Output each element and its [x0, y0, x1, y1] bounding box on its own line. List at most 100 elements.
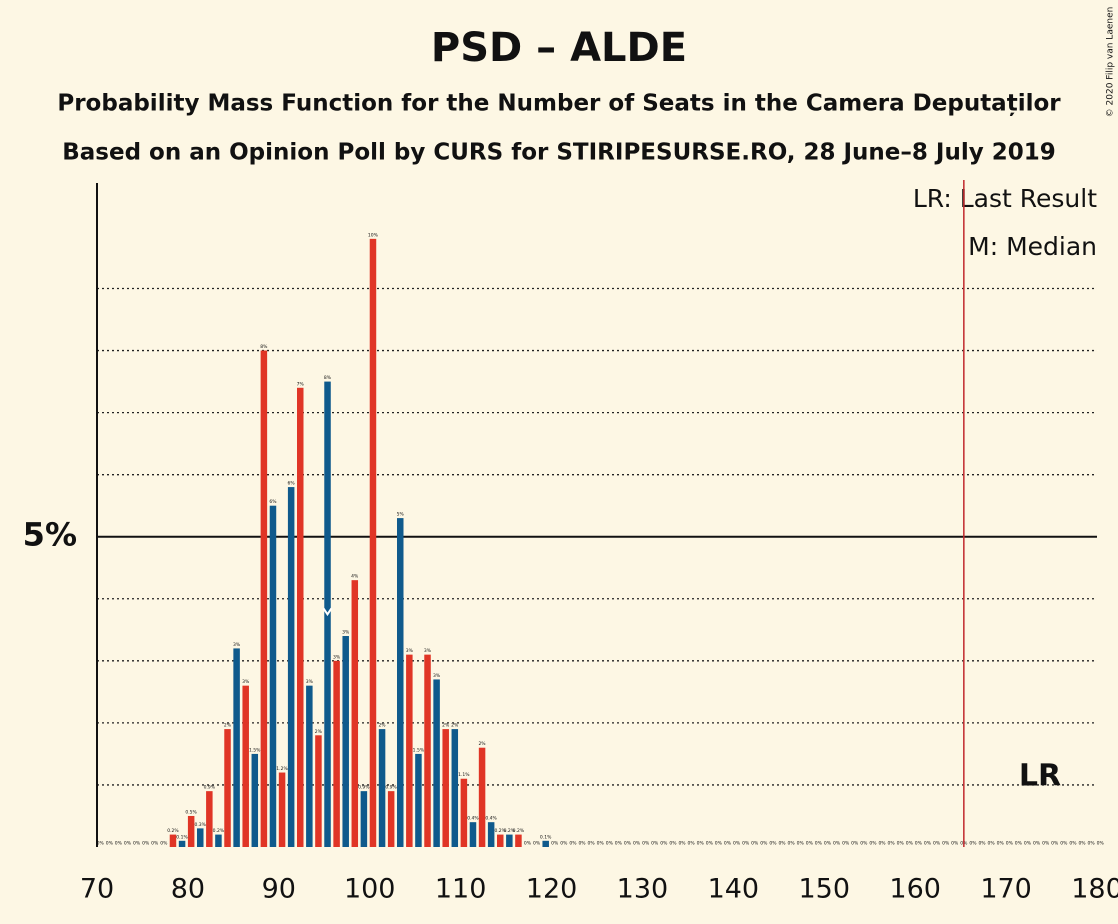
value-label: 0%	[824, 841, 832, 847]
chart-subtitle: Probability Mass Function for the Number…	[57, 91, 1061, 117]
bar	[351, 580, 359, 847]
value-label: 0%	[751, 841, 759, 847]
bar	[178, 840, 186, 847]
value-label: 0%	[669, 841, 677, 847]
x-tick-label: 130	[617, 874, 669, 905]
bar	[315, 735, 322, 847]
bar	[269, 505, 277, 847]
value-label: 0%	[815, 841, 823, 847]
value-label: 0%	[1060, 841, 1068, 847]
value-label: 0%	[778, 841, 786, 847]
value-label: 0%	[760, 841, 768, 847]
bar	[306, 685, 313, 847]
bar	[542, 840, 549, 847]
bar	[487, 822, 495, 847]
bar	[360, 791, 368, 847]
value-label: 0%	[1042, 841, 1050, 847]
bar	[333, 660, 340, 847]
bar	[424, 654, 431, 847]
value-label: 0%	[560, 841, 568, 847]
value-label: 0%	[160, 841, 168, 847]
bar	[169, 834, 177, 847]
x-tick-label: 70	[80, 874, 114, 905]
value-label: 0%	[124, 841, 132, 847]
value-label: 3%	[406, 648, 414, 654]
bar	[251, 753, 259, 847]
value-label: 3%	[424, 648, 432, 654]
value-label: 0%	[706, 841, 714, 847]
last-result-label: LR	[1019, 759, 1061, 794]
chart-title: PSD – ALDE	[431, 25, 687, 71]
value-label: 0%	[806, 841, 814, 847]
value-label: 0%	[97, 841, 105, 847]
value-label: 0%	[1015, 841, 1023, 847]
value-label: 0%	[551, 841, 559, 847]
x-tick-label: 120	[526, 874, 578, 905]
value-label: 0%	[978, 841, 986, 847]
value-label: 0%	[878, 841, 886, 847]
value-label: 3%	[233, 642, 241, 648]
value-label: 0%	[651, 841, 659, 847]
chart-subtitle: Based on an Opinion Poll by CURS for STI…	[62, 140, 1056, 166]
value-label: 0%	[1097, 841, 1105, 847]
value-label: 0%	[133, 841, 141, 847]
value-label: 3%	[333, 654, 341, 660]
bar	[506, 834, 513, 847]
value-label: 0%	[715, 841, 723, 847]
legend-entry: M: Median	[968, 232, 1097, 261]
value-label: 0%	[524, 841, 532, 847]
bar	[515, 834, 522, 847]
value-label: 0%	[969, 841, 977, 847]
bar	[442, 729, 449, 847]
value-label: 2%	[451, 723, 459, 729]
bar	[387, 791, 395, 847]
value-label: 0%	[997, 841, 1005, 847]
value-label: 2%	[442, 723, 450, 729]
bar	[233, 648, 240, 847]
x-tick-label: 110	[435, 874, 487, 905]
value-label: 0%	[897, 841, 905, 847]
value-label: 0%	[1078, 841, 1086, 847]
value-label: 1.5%	[249, 747, 261, 753]
value-label: 2%	[378, 723, 386, 729]
x-tick-label: 100	[344, 874, 396, 905]
value-label: 0%	[1006, 841, 1014, 847]
value-label: 0.9%	[385, 785, 397, 791]
value-label: 0%	[697, 841, 705, 847]
value-label: 0%	[988, 841, 996, 847]
x-tick-label: 150	[798, 874, 850, 905]
value-label: 0.9%	[358, 785, 370, 791]
bar	[478, 747, 486, 847]
value-label: 1.2%	[276, 766, 288, 772]
value-label: 0%	[642, 841, 650, 847]
value-label: 3%	[342, 630, 350, 636]
median-marker	[322, 607, 333, 617]
value-label: 0.2%	[167, 828, 179, 834]
value-label: 0%	[115, 841, 123, 847]
bar	[433, 679, 440, 847]
y-tick-label: 5%	[23, 516, 77, 554]
value-label: 0%	[724, 841, 732, 847]
bar	[406, 654, 413, 847]
bar	[451, 729, 459, 847]
value-label: 0%	[888, 841, 896, 847]
value-label: 0%	[842, 841, 850, 847]
bar	[297, 387, 304, 847]
bar	[197, 828, 204, 847]
value-label: 0%	[1069, 841, 1077, 847]
value-label: 3%	[242, 679, 250, 685]
bar	[415, 753, 422, 847]
value-label: 0%	[1088, 841, 1096, 847]
legend-entry: LR: Last Result	[913, 184, 1097, 213]
value-label: 0%	[578, 841, 586, 847]
value-label: 0%	[797, 841, 805, 847]
bar	[278, 772, 286, 847]
bar	[378, 729, 386, 847]
value-label: 0%	[660, 841, 668, 847]
value-label: 3%	[306, 679, 314, 685]
value-label: 3%	[433, 673, 441, 679]
value-label: 0%	[624, 841, 632, 847]
bar	[497, 834, 504, 847]
